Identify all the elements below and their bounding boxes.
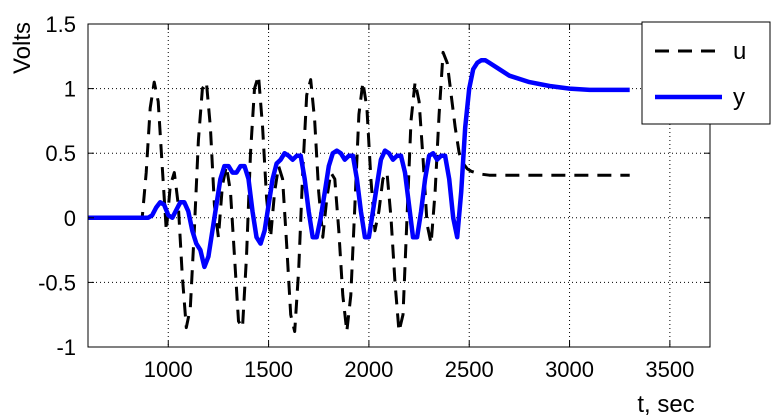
y-tick-label: 1.5: [45, 12, 76, 37]
x-tick-label: 1000: [144, 357, 193, 382]
plot-frame: [87, 23, 711, 348]
legend-label-y: y: [733, 84, 745, 111]
x-tick-label: 3000: [545, 357, 594, 382]
y-tick-label: -0.5: [38, 270, 76, 295]
plot-area: [88, 24, 710, 347]
y-axis-label: Volts: [9, 22, 36, 74]
y-tick-label: 0: [64, 206, 76, 231]
legend-box: [641, 21, 771, 125]
x-tick-label: 3500: [645, 357, 694, 382]
series-line-y: [88, 57, 630, 270]
series-layer: [88, 50, 630, 333]
y-tick-label: 0.5: [45, 141, 76, 166]
x-axis-label: t, sec: [637, 391, 694, 417]
y-tick-label: -1: [56, 335, 76, 360]
legend: u y: [641, 21, 771, 125]
tick-labels: 1000 1500 2000 2500 3000 3500 -1 -0.5 0 0.5 1 1.5: [38, 12, 694, 382]
x-tick-label: 1500: [244, 357, 293, 382]
legend-label-u: u: [733, 38, 746, 65]
x-tick-label: 2000: [344, 357, 393, 382]
y-tick-label: 1: [64, 77, 76, 102]
series-line-u: [88, 50, 630, 333]
x-tick-label: 2500: [445, 357, 494, 382]
